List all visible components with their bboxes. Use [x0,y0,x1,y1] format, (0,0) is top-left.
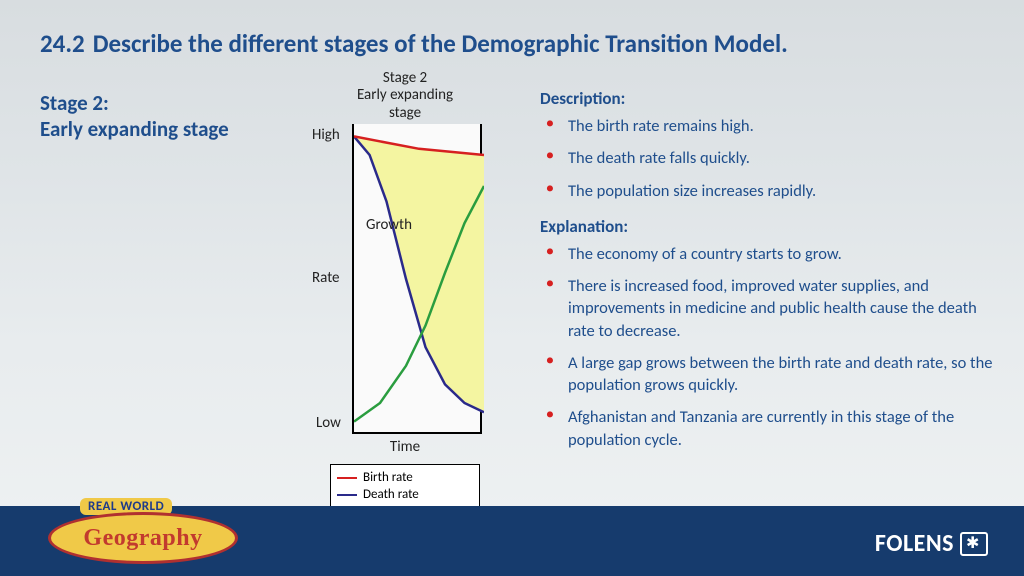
explanation-item: Afghanistan and Tanzania are currently i… [540,406,994,451]
explanation-list: The economy of a country starts to grow.… [540,243,994,451]
explanation-heading: Explanation: [540,216,994,237]
brand-badge: REAL WORLD Geography [48,494,238,566]
explanation-item: The economy of a country starts to grow. [540,243,994,265]
explanation-item: There is increased food, improved water … [540,275,994,342]
subtitle-text: Stage 2: Early expanding stage [40,90,229,142]
stage-subtitle: Stage 2: Early expanding stage [40,90,270,143]
publisher-icon [960,532,988,556]
publisher-name: FOLENS [875,529,954,558]
y-label-high: High [312,126,340,144]
description-item: The birth rate remains high. [540,115,994,137]
slide-title: 24.2 Describe the different stages of the… [40,28,994,59]
description-heading: Description: [540,88,994,109]
legend-label-death: Death rate [363,486,419,504]
description-list: The birth rate remains high. The death ra… [540,115,994,202]
brand-main-text: Geography [83,525,202,552]
slide: 24.2 Describe the different stages of the… [0,0,1024,576]
text-column: Description: The birth rate remains high… [540,88,994,465]
title-number: 24.2 [40,28,85,59]
chart-title-line3: stage [300,105,510,122]
growth-label: Growth [366,216,412,234]
chart-title: Stage 2 Early expanding stage [300,70,510,122]
legend-death-rate: Death rate [337,486,473,504]
brand-oval: Geography [48,512,238,564]
y-label-low: Low [316,414,341,432]
publisher-logo: FOLENS [875,529,988,558]
plot-box [352,124,482,434]
title-text: Describe the different stages of the Dem… [93,28,788,59]
legend-swatch-birth [337,477,357,479]
legend-birth-rate: Birth rate [337,469,473,487]
y-label-rate: Rate [312,269,340,287]
plot-area: High Rate Low Growth [300,124,510,434]
chart-title-line2: Early expanding [300,87,510,104]
dtm-chart: Stage 2 Early expanding stage High Rate … [300,70,510,526]
plot-svg [354,124,484,434]
explanation-item: A large gap grows between the birth rate… [540,352,994,397]
x-label: Time [300,438,510,456]
legend-label-birth: Birth rate [363,469,413,487]
description-item: The population size increases rapidly. [540,180,994,202]
description-item: The death rate falls quickly. [540,147,994,169]
slide-footer: REAL WORLD Geography FOLENS [0,506,1024,576]
chart-title-line1: Stage 2 [300,70,510,87]
legend-swatch-death [337,494,357,496]
